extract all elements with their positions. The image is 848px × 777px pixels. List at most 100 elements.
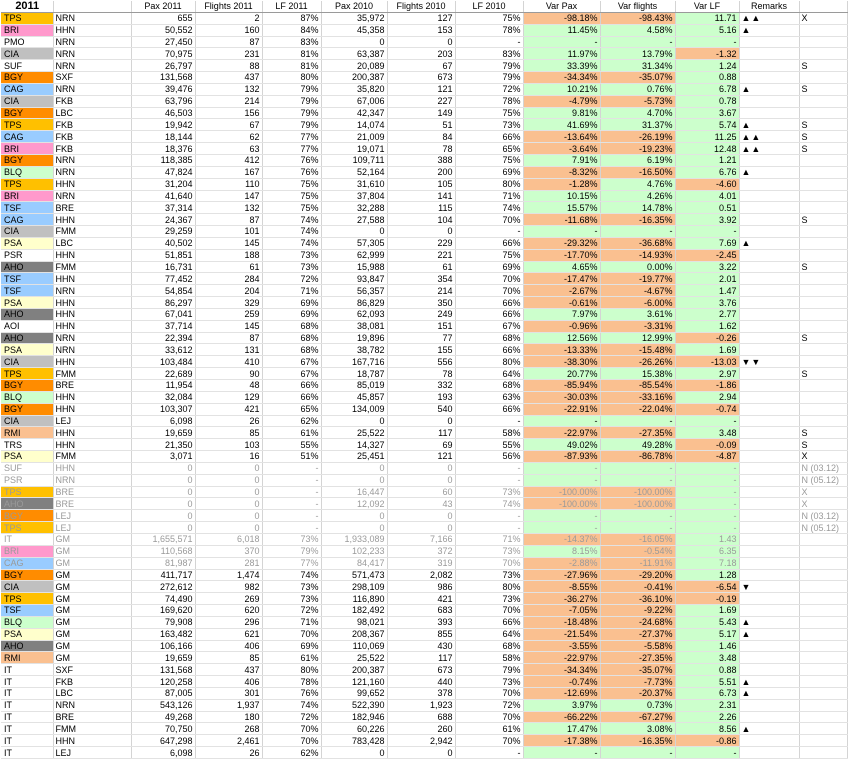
lf-2011-cell: 61% (262, 426, 322, 440)
trend-arrows-cell (739, 746, 800, 759)
var-lf-cell: -4.87 (675, 450, 740, 463)
pax-2011-cell: 411,717 (131, 569, 196, 582)
lf-2011-cell: 70% (262, 722, 322, 736)
flights-2011-cell: 63 (195, 142, 263, 155)
destination-cell: BRE (53, 711, 132, 724)
flights-2010-cell: 78 (387, 367, 456, 380)
remark-cell (799, 557, 848, 570)
origin-cell: CAG (1, 557, 54, 570)
origin-cell: PSA (1, 237, 54, 250)
lf-2010-cell: 83% (455, 47, 524, 61)
pax-2010-cell: 18,787 (321, 367, 388, 380)
var-flights-cell: -11.91% (600, 557, 676, 570)
destination-cell: FMM (53, 261, 132, 274)
var-flights-cell: -7.73% (600, 675, 676, 688)
table-row: BGY LBC 46,503 156 79% 42,347 149 75% 9.81% 4.70%… (1, 107, 848, 120)
var-flights-cell: -0.41% (600, 580, 676, 594)
var-pax-cell: -22.97% (523, 651, 601, 665)
flights-2011-cell: 132 (195, 83, 263, 96)
flights-2010-header: Flights 2010 (387, 1, 456, 13)
lf-2011-cell: 72% (262, 604, 322, 617)
pax-2011-cell: 39,476 (131, 83, 196, 96)
trend-arrows-cell (739, 663, 800, 677)
table-row: BRI FKB 18,376 63 77% 19,071 78 65% -3.64% -19.23… (1, 142, 848, 155)
trend-arrows-cell: ▲ (739, 687, 800, 700)
lf-2010-cell: 80% (455, 178, 524, 191)
pax-2011-cell: 50,552 (131, 24, 196, 37)
var-lf-cell: 7.69 (675, 237, 740, 250)
pax-2011-cell: 51,851 (131, 249, 196, 262)
origin-cell: AHO (1, 497, 54, 511)
pax-2010-cell: 35,820 (321, 83, 388, 96)
destination-cell: GM (53, 592, 132, 606)
lf-2010-cell: 80% (455, 580, 524, 594)
var-lf-cell: 5.16 (675, 24, 740, 37)
flights-2011-cell: 1,474 (195, 569, 263, 582)
lf-2011-cell: 73% (262, 532, 322, 546)
lf-2011-cell: 68% (262, 320, 322, 333)
flights-2010-cell: 149 (387, 107, 456, 120)
flights-2011-cell: 26 (195, 415, 263, 428)
flights-2010-cell: 2,082 (387, 569, 456, 582)
var-pax-cell: 11.97% (523, 47, 601, 61)
trend-arrows-cell (739, 569, 800, 582)
flights-2010-cell: 60 (387, 486, 456, 499)
flights-2011-cell: 110 (195, 178, 263, 191)
table-row: RMI GM 19,659 85 61% 25,522 117 58% -22.97% -27.3… (1, 651, 848, 665)
lf-2010-cell: - (455, 462, 524, 475)
flights-2010-cell: 388 (387, 154, 456, 167)
lf-2010-cell: - (455, 746, 524, 759)
var-pax-cell: -0.74% (523, 675, 601, 688)
remark-cell (799, 687, 848, 700)
lf-2010-cell: 79% (455, 71, 524, 84)
trend-arrows-cell (739, 474, 800, 487)
origin-cell: IT (1, 663, 54, 677)
pax-2010-cell: 93,847 (321, 272, 388, 286)
flights-2011-cell: 167 (195, 166, 263, 179)
var-flights-cell: -29.20% (600, 569, 676, 582)
var-flights-cell: 4.76% (600, 178, 676, 191)
var-pax-cell: -21.54% (523, 628, 601, 641)
destination-cell: HHN (53, 178, 132, 191)
pax-2010-cell: 783,428 (321, 734, 388, 748)
destination-cell: LEJ (53, 509, 132, 523)
var-lf-cell: 0.78 (675, 95, 740, 108)
lf-2010-cell: 61% (455, 722, 524, 736)
pax-2011-cell: 120,258 (131, 675, 196, 688)
flights-2011-cell: 281 (195, 557, 263, 570)
trend-arrows-cell: ▲ (739, 118, 800, 132)
var-flights-cell: -16.50% (600, 166, 676, 179)
pax-2010-cell: 0 (321, 474, 388, 487)
flights-2010-cell: 77 (387, 332, 456, 345)
lf-2010-cell: 68% (455, 379, 524, 392)
var-pax-cell: - (523, 36, 601, 49)
var-pax-cell: -0.96% (523, 320, 601, 333)
var-flights-cell: 0.76% (600, 83, 676, 96)
flights-2010-cell: 151 (387, 320, 456, 333)
pax-2010-cell: 38,782 (321, 343, 388, 357)
remark-cell (799, 24, 848, 37)
destination-cell: NRN (53, 166, 132, 179)
pax-2010-cell: 32,288 (321, 201, 388, 215)
var-flights-cell: -26.19% (600, 130, 676, 144)
var-lf-cell: - (675, 521, 740, 534)
lf-2010-cell: 70% (455, 272, 524, 286)
destination-cell: NRN (53, 190, 132, 203)
flights-2011-cell: 437 (195, 71, 263, 84)
destination-cell: HHN (53, 734, 132, 748)
lf-2011-cell: 73% (262, 261, 322, 274)
lf-2011-cell: 87% (262, 12, 322, 25)
flights-2010-cell: 332 (387, 379, 456, 392)
var-lf-cell: 5.51 (675, 675, 740, 688)
var-flights-cell: 3.61% (600, 308, 676, 321)
var-pax-cell: -29.32% (523, 237, 601, 250)
var-lf-cell: 2.77 (675, 308, 740, 321)
flights-2011-cell: 0 (195, 462, 263, 475)
remark-cell: X (799, 497, 848, 511)
trend-arrows-cell (739, 107, 800, 120)
lf-2010-cell: 66% (455, 130, 524, 144)
remark-cell: X (799, 12, 848, 25)
lf-2011-cell: 76% (262, 687, 322, 700)
pax-2010-cell: 99,652 (321, 687, 388, 700)
pax-2010-cell: 52,164 (321, 166, 388, 179)
